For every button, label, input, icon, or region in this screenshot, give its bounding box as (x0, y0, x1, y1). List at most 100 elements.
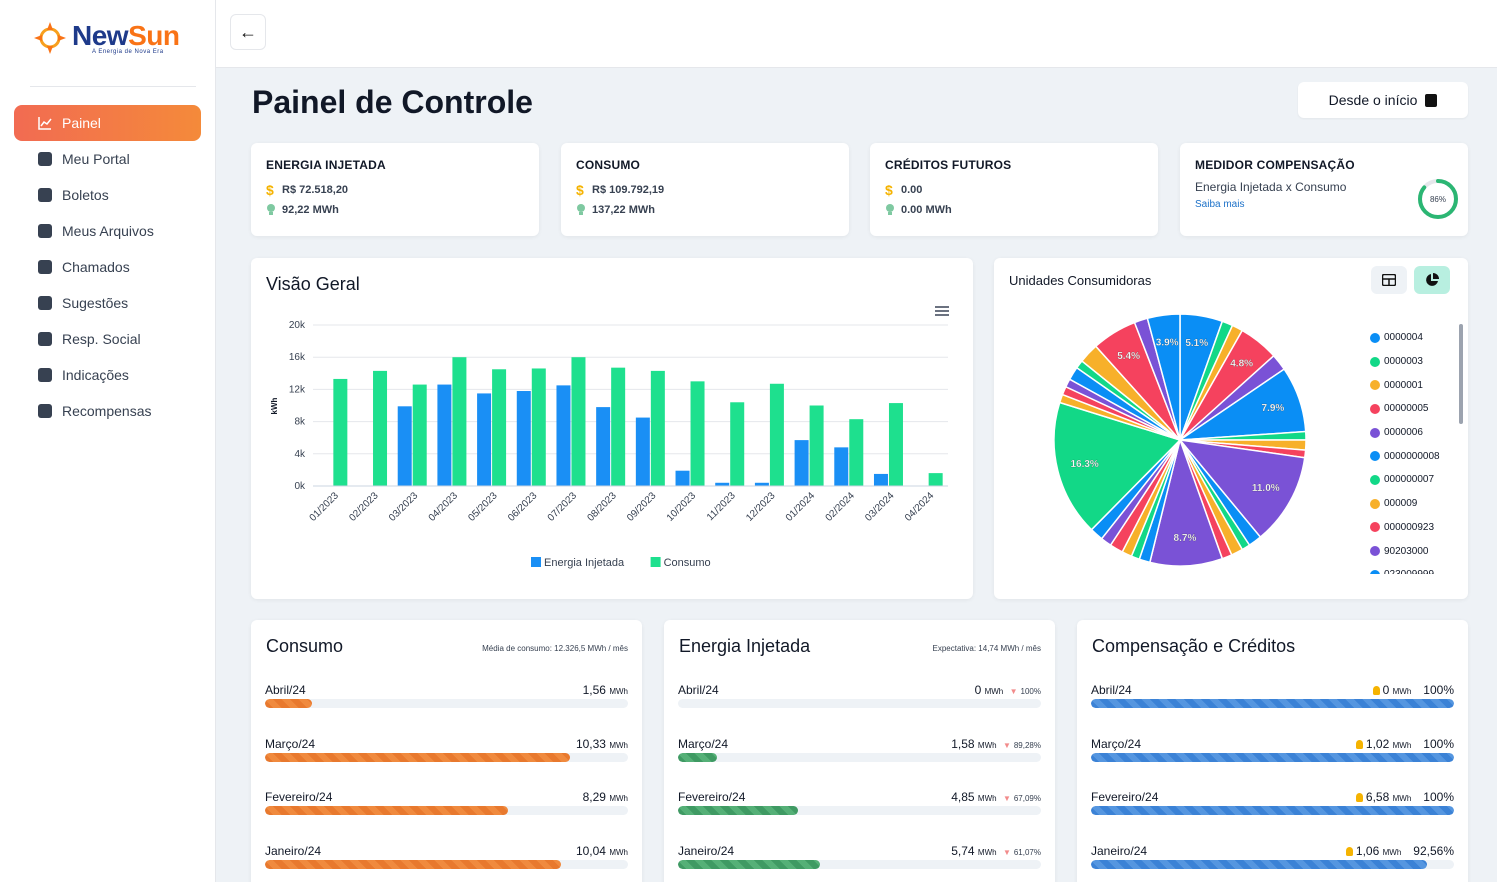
legend-item[interactable]: 00000005 (1370, 397, 1460, 421)
legend-item[interactable]: 0000006 (1370, 421, 1460, 445)
progress-track (678, 752, 1041, 762)
dollar-icon: $ (885, 182, 893, 198)
bar-consumo[interactable] (611, 367, 626, 486)
bar-energia[interactable] (596, 407, 611, 486)
bar-energia[interactable] (754, 482, 769, 486)
legend-dot (1370, 380, 1380, 391)
bar-consumo[interactable] (531, 368, 546, 486)
saiba-mais-link[interactable]: Saiba mais (1195, 199, 1245, 210)
bar-energia[interactable] (516, 391, 531, 486)
legend-item[interactable]: 0000000008 (1370, 444, 1460, 468)
sidebar-nav: Painel Meu Portal Boletos Meus Arquivos Cham… (14, 105, 201, 429)
pie-data-label: 3.9% (1156, 338, 1179, 349)
bar-energia[interactable] (397, 406, 412, 486)
row-value: 1,58 (951, 736, 975, 751)
bar-consumo[interactable] (333, 378, 348, 486)
legend-item[interactable]: 0000003 (1370, 350, 1460, 374)
row-label: Janeiro/24 (1091, 844, 1148, 859)
sidebar-item-meus-arquivos[interactable]: Meus Arquivos (14, 213, 201, 249)
stat-money-line: $ R$ 109.792,19 (576, 182, 664, 198)
x-tick-label: 12/2023 (744, 490, 778, 524)
bar-energia[interactable] (675, 470, 690, 486)
bar-consumo[interactable] (452, 357, 467, 486)
row-value: 5,74 (951, 844, 975, 859)
legend-label: 90203000 (1384, 545, 1429, 557)
bar-energia[interactable] (794, 440, 809, 486)
row-unit: MWh (1392, 794, 1412, 804)
x-tick-label: 03/2023 (387, 490, 421, 524)
x-tick-label: 01/2023 (308, 490, 342, 524)
bar-consumo[interactable] (412, 384, 427, 486)
legend-label: 0000004 (1384, 332, 1423, 344)
legend-label[interactable]: Energia Injetada (544, 557, 625, 569)
legend-label: 000000007 (1384, 474, 1435, 486)
pie-data-label: 5.1% (1185, 338, 1208, 349)
sidebar-item-recompensas[interactable]: Recompensas (14, 393, 201, 429)
row-label: Fevereiro/24 (1091, 790, 1159, 805)
legend-item[interactable]: 000009 (1370, 492, 1460, 516)
bar-consumo[interactable] (730, 402, 745, 486)
bar-energia[interactable] (556, 385, 571, 486)
row-value-group: 6,58 MWh 100% (1355, 790, 1454, 804)
legend-label: 023009999 (1384, 569, 1434, 574)
table-view-button[interactable] (1371, 266, 1407, 294)
row-percent: 100% (1020, 687, 1041, 696)
sidebar-item-meu-portal[interactable]: Meu Portal (14, 141, 201, 177)
bar-consumo[interactable] (849, 419, 864, 486)
legend-label: 000000923 (1384, 521, 1435, 533)
bar-consumo[interactable] (690, 381, 705, 486)
sun-logo-icon (34, 22, 66, 54)
sidebar-item-chamados[interactable]: Chamados (14, 249, 201, 285)
bar-consumo[interactable] (650, 370, 665, 486)
stat-energy: 0.00 MWh (901, 203, 952, 216)
progress-track (678, 860, 1041, 870)
page-title: Painel de Controle (252, 84, 533, 120)
lightbulb-icon (1345, 847, 1353, 857)
bar-energia[interactable] (437, 384, 452, 486)
legend-label[interactable]: Consumo (664, 557, 711, 569)
bar-consumo[interactable] (492, 369, 507, 486)
sidebar-item-painel[interactable]: Painel (14, 105, 201, 141)
sidebar-item-boletos[interactable]: Boletos (14, 177, 201, 213)
date-filter-button[interactable]: Desde o início (1298, 82, 1468, 118)
stat-card-energia: ENERGIA INJETADA $ R$ 72.518,20 92,22 MWh (251, 143, 539, 236)
pie-data-label: 8.7% (1174, 533, 1197, 544)
legend-swatch[interactable] (531, 557, 541, 567)
legend-scrollbar[interactable] (1459, 324, 1463, 424)
x-tick-label: 04/2024 (903, 490, 937, 524)
bar-consumo[interactable] (571, 357, 586, 486)
legend-swatch[interactable] (650, 557, 661, 567)
bar-energia[interactable] (834, 447, 849, 486)
bar-energia[interactable] (715, 482, 730, 486)
bar-consumo[interactable] (888, 403, 903, 486)
bar-energia[interactable] (635, 417, 650, 486)
legend-item[interactable]: 000000923 (1370, 516, 1460, 540)
bar-energia[interactable] (477, 393, 492, 486)
sidebar-item-sugest-es[interactable]: Sugestões (14, 285, 201, 321)
bar-energia[interactable] (873, 473, 888, 486)
bar-consumo[interactable] (928, 473, 943, 486)
row-label: Janeiro/24 (678, 844, 735, 859)
row-value: 0 (974, 683, 982, 697)
sidebar-item-resp-social[interactable]: Resp. Social (14, 321, 201, 357)
comment-icon (38, 296, 52, 310)
pie-slice[interactable] (1053, 401, 1182, 531)
newsun-logo[interactable]: NewSun A Energia de Nova Era (32, 14, 192, 64)
row-value-group: 8,29 MWh (583, 790, 628, 804)
bar-consumo[interactable] (769, 383, 784, 486)
bar-consumo[interactable] (809, 405, 824, 487)
legend-item[interactable]: 0000004 (1370, 326, 1460, 350)
progress-track (265, 699, 628, 708)
legend-item[interactable]: 90203000 (1370, 539, 1460, 563)
pie-slice[interactable] (1146, 313, 1181, 441)
pie-view-button[interactable] (1414, 266, 1450, 294)
chart-menu-icon[interactable] (935, 306, 949, 316)
legend-item[interactable]: 000000007 (1370, 468, 1460, 492)
bar-consumo[interactable] (373, 370, 388, 486)
back-button[interactable]: ← (230, 14, 266, 50)
legend-item[interactable]: 023009999 (1370, 563, 1460, 574)
legend-item[interactable]: 0000001 (1370, 373, 1460, 397)
pie-slice[interactable] (1178, 438, 1306, 539)
y-tick-label: 4k (294, 449, 306, 460)
sidebar-item-indica-es[interactable]: Indicações (14, 357, 201, 393)
